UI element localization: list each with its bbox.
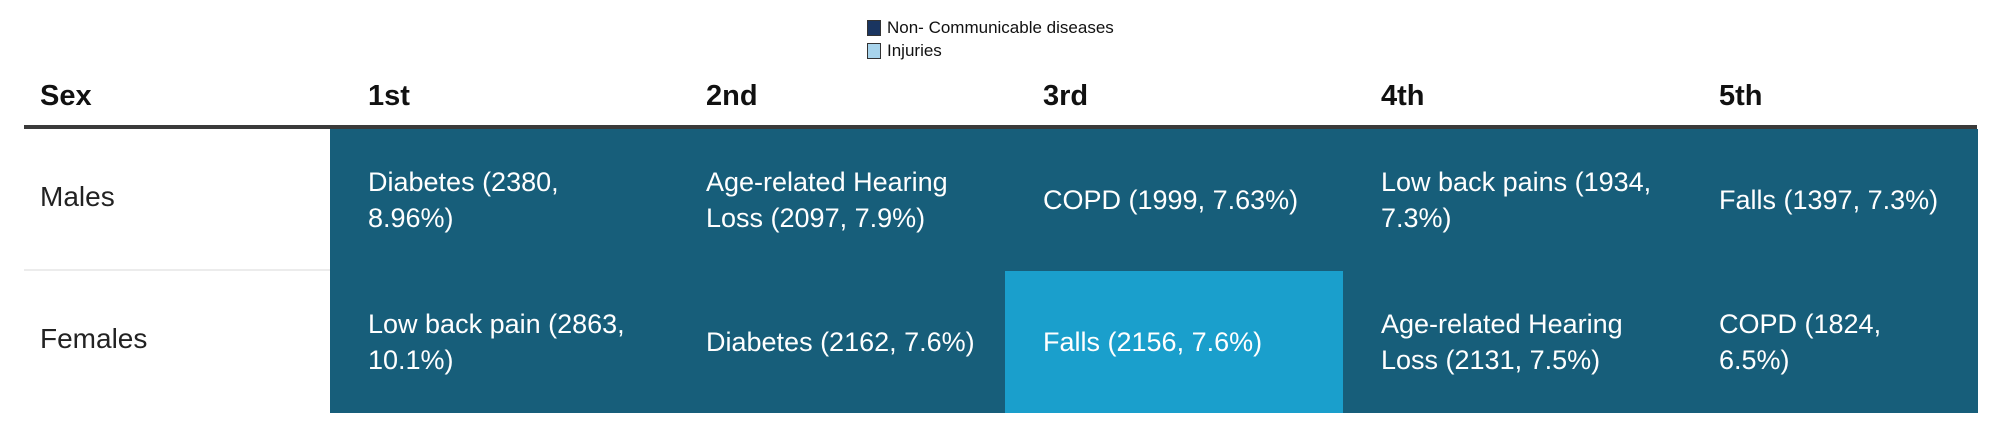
cell-text: Low back pain (2863, 10.1%) <box>368 309 625 375</box>
row-label-males: Males <box>40 181 115 212</box>
header-sex: Sex <box>40 80 92 112</box>
cell-text: Age-related Hearing Loss (2131, 7.5%) <box>1381 309 1623 375</box>
cell-text: COPD (1824, 6.5%) <box>1719 309 1882 375</box>
legend-label-injuries: Injuries <box>887 41 942 60</box>
chart-legend: Non- Communicable diseases Injuries <box>867 16 1114 62</box>
table-cell-males-5th: Falls (1397, 7.3%) <box>1681 129 1978 271</box>
header-1st: 1st <box>368 80 410 112</box>
legend-swatch-injuries <box>867 42 881 59</box>
cell-text: Diabetes (2380, 8.96%) <box>368 167 559 233</box>
header-2nd: 2nd <box>706 80 758 112</box>
header-4th: 4th <box>1381 80 1425 112</box>
legend-item-non-communicable: Non- Communicable diseases <box>867 16 1114 39</box>
table-cell-females-3rd: Falls (2156, 7.6%) <box>1005 271 1343 413</box>
cell-text: Falls (2156, 7.6%) <box>1043 327 1263 357</box>
legend-item-injuries: Injuries <box>867 39 1114 62</box>
cell-text: Age-related Hearing Loss (2097, 7.9%) <box>706 167 948 233</box>
cell-text: Diabetes (2162, 7.6%) <box>706 327 975 357</box>
table-cell-males-1st: Diabetes (2380, 8.96%) <box>330 129 668 271</box>
table-cell-males-3rd: COPD (1999, 7.63%) <box>1005 129 1343 271</box>
table-cell-females-4th: Age-related Hearing Loss (2131, 7.5%) <box>1343 271 1681 413</box>
header-5th: 5th <box>1719 80 1763 112</box>
table-cell-males-4th: Low back pains (1934, 7.3%) <box>1343 129 1681 271</box>
table-cell-females-1st: Low back pain (2863, 10.1%) <box>330 271 668 413</box>
cell-text: Low back pains (1934, 7.3%) <box>1381 167 1652 233</box>
header-divider <box>24 125 1977 129</box>
header-3rd: 3rd <box>1043 80 1089 112</box>
table-header: Sex 1st 2nd 3rd 4th 5th <box>0 68 2000 124</box>
table-cell-females-5th: COPD (1824, 6.5%) <box>1681 271 1978 413</box>
cell-text: Falls (1397, 7.3%) <box>1719 185 1939 215</box>
row-label-females: Females <box>40 323 148 354</box>
legend-label-non-communicable: Non- Communicable diseases <box>887 18 1114 37</box>
table-cell-males-2nd: Age-related Hearing Loss (2097, 7.9%) <box>668 129 1005 271</box>
cell-text: COPD (1999, 7.63%) <box>1043 185 1299 215</box>
legend-swatch-non-communicable <box>867 19 881 36</box>
table-cell-females-2nd: Diabetes (2162, 7.6%) <box>668 271 1005 413</box>
row-divider <box>24 269 330 271</box>
